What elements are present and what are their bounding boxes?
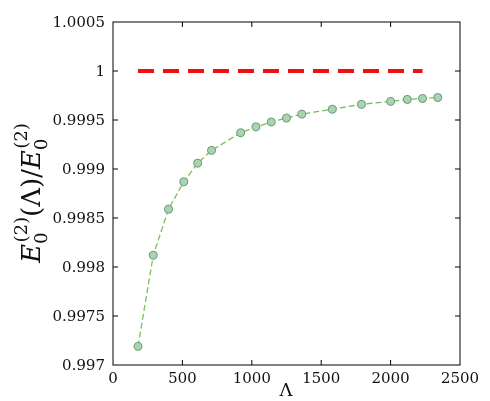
x-tick-label: 0 [108,369,118,387]
data-point [193,158,203,168]
y-tick-label: 0.998 [62,258,105,276]
data-point [164,204,174,214]
data-point [386,96,396,106]
y-label-sub-2: 0 [31,139,52,150]
y-label-sub-1: 0 [31,232,52,243]
svg-text:E0(2)(Λ)/E0(2): E0(2)(Λ)/E0(2) [11,123,52,264]
x-axis: 0 500 1000 1500 2000 2500 [108,22,479,387]
y-tick-label: 0.9985 [53,209,106,227]
y-axis: 0.997 0.9975 0.998 0.9985 0.999 0.9995 1 1.0005 [53,13,460,374]
y-label-base-2: E [17,150,47,170]
data-point [356,99,366,109]
data-point [433,92,443,102]
data-point [133,341,143,351]
data-point [207,145,217,155]
data-point [251,122,261,132]
x-tick-label: 2000 [372,369,410,387]
data-point [179,177,189,187]
data-point [148,250,158,260]
plot-area [112,21,461,366]
series-line [137,96,438,347]
x-tick-label: 1500 [302,369,340,387]
data-point [327,104,337,114]
data-point [266,117,276,127]
y-axis-label: E0(2)(Λ)/E0(2) [11,123,52,264]
x-tick-label: 1000 [233,369,271,387]
data-point [236,128,246,138]
data-point [402,94,412,104]
y-tick-label: 1 [95,62,105,80]
plot-frame [112,21,461,366]
x-tick-label: 500 [168,369,197,387]
x-tick-label: 2500 [441,369,479,387]
y-tick-label: 0.9995 [53,111,106,129]
y-label-arg: (Λ)/ [17,169,47,217]
y-tick-label: 0.999 [62,160,105,178]
y-tick-label: 1.0005 [53,13,106,31]
x-axis-label: Λ [279,380,294,401]
data-point [418,93,428,103]
y-label-sup-1: (2) [11,217,32,243]
data-point [282,113,291,123]
y-label-sup-2: (2) [11,123,32,149]
data-point [297,109,307,119]
y-tick-label: 0.997 [62,356,105,374]
y-label-base-1: E [17,244,47,264]
series-layer [133,69,443,351]
y-tick-label: 0.9975 [53,307,106,325]
